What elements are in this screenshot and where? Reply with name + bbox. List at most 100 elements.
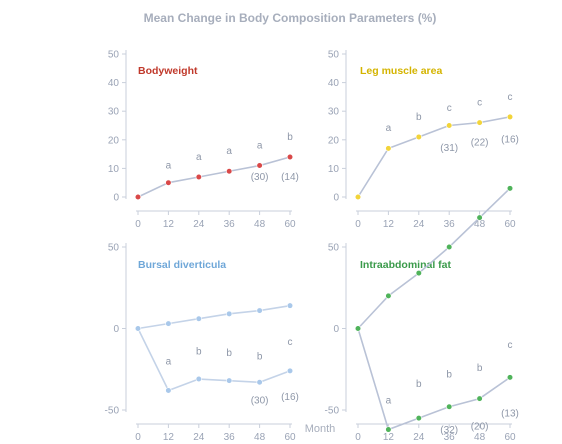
significance-letter: b bbox=[446, 369, 452, 380]
data-point bbox=[354, 193, 362, 201]
significance-letter: a bbox=[226, 146, 232, 157]
y-tick-label: 0 bbox=[113, 324, 119, 335]
x-tick-label: 48 bbox=[474, 219, 486, 230]
y-tick-label: 20 bbox=[328, 135, 340, 146]
significance-letter: a bbox=[386, 123, 392, 134]
x-tick-label: 36 bbox=[444, 219, 456, 230]
significance-letter: c bbox=[447, 103, 452, 114]
significance-letter: a bbox=[166, 160, 172, 171]
series-line bbox=[137, 328, 291, 392]
x-tick-label: 12 bbox=[163, 219, 175, 230]
y-tick-label: 30 bbox=[328, 107, 340, 118]
x-tick-label: 24 bbox=[413, 432, 425, 443]
panel-3: -50 0 50 0 12 24 36 48 60 Bursal diverticula a b b b c… bbox=[105, 243, 299, 444]
sample-size-label: (31) bbox=[440, 143, 458, 154]
x-tick-label: 24 bbox=[193, 432, 205, 443]
x-tick-label: 0 bbox=[135, 432, 141, 443]
data-point bbox=[476, 119, 483, 126]
y-tick-label: 10 bbox=[108, 164, 120, 175]
data-point bbox=[226, 310, 233, 317]
data-point bbox=[134, 193, 142, 201]
data-point bbox=[134, 325, 142, 332]
x-tick-label: 12 bbox=[163, 432, 175, 443]
y-tick-label: 30 bbox=[108, 107, 120, 118]
significance-letter: b bbox=[477, 363, 483, 374]
x-tick-label: 36 bbox=[444, 432, 456, 443]
significance-letter: a bbox=[257, 140, 263, 151]
data-point bbox=[195, 375, 202, 383]
y-tick-label: 20 bbox=[108, 135, 120, 146]
x-tick-label: 48 bbox=[474, 432, 486, 443]
data-point bbox=[415, 415, 422, 422]
sample-size-label: (30) bbox=[251, 172, 269, 183]
x-tick-label: 60 bbox=[504, 432, 516, 443]
significance-letter: a bbox=[196, 152, 202, 163]
data-point bbox=[226, 377, 233, 384]
data-point bbox=[256, 162, 263, 169]
x-tick-label: 24 bbox=[193, 219, 205, 230]
sample-size-label: (32) bbox=[440, 425, 458, 436]
y-tick-label: 50 bbox=[328, 243, 340, 254]
data-point bbox=[506, 113, 514, 121]
significance-letter: a bbox=[386, 395, 392, 406]
x-tick-label: 36 bbox=[224, 432, 236, 443]
significance-letter: b bbox=[287, 132, 293, 143]
panel-title: Bursal diverticula bbox=[138, 259, 226, 271]
significance-letter: c bbox=[508, 92, 513, 103]
data-point bbox=[476, 214, 483, 221]
significance-letter: b bbox=[416, 112, 422, 123]
x-tick-label: 12 bbox=[383, 219, 395, 230]
panel-2: 0 10 20 30 40 50 0 12 24 36 48 60 Leg muscle area a b c… bbox=[328, 50, 519, 231]
significance-letter: c bbox=[477, 97, 482, 108]
sample-size-label: (22) bbox=[471, 138, 489, 149]
data-point bbox=[286, 302, 294, 309]
data-point bbox=[165, 179, 172, 186]
significance-letter: b bbox=[226, 348, 232, 359]
panel-title: Intraabdominal fat bbox=[360, 259, 452, 271]
data-point bbox=[256, 307, 263, 314]
data-point bbox=[415, 133, 422, 141]
panel-title: Bodyweight bbox=[138, 65, 198, 77]
data-point bbox=[385, 426, 392, 433]
sample-size-label: (16) bbox=[281, 392, 299, 403]
data-point bbox=[446, 122, 453, 129]
data-point bbox=[506, 185, 514, 192]
data-point bbox=[385, 145, 392, 152]
sample-size-label: (16) bbox=[501, 135, 519, 146]
x-tick-label: 12 bbox=[383, 432, 395, 443]
data-point bbox=[286, 367, 294, 374]
x-tick-label: 0 bbox=[355, 219, 361, 230]
sample-size-label: (20) bbox=[471, 422, 489, 433]
x-tick-label: 0 bbox=[355, 432, 361, 443]
significance-letter: b bbox=[196, 347, 202, 358]
significance-letter: b bbox=[416, 379, 422, 390]
data-point bbox=[195, 173, 202, 181]
y-tick-label: 0 bbox=[333, 193, 339, 204]
sample-size-label: (30) bbox=[251, 395, 269, 406]
data-point bbox=[286, 153, 294, 161]
series-line bbox=[137, 156, 291, 198]
data-point bbox=[506, 374, 514, 381]
panel-1: 0 10 20 30 40 50 0 12 24 36 48 60 Bodyweight a a a a b (30… bbox=[108, 50, 299, 231]
y-tick-label: 40 bbox=[328, 78, 340, 89]
x-tick-label: 60 bbox=[284, 432, 296, 443]
x-tick-label: 60 bbox=[284, 219, 296, 230]
series-line bbox=[357, 187, 511, 330]
sample-size-label: (14) bbox=[281, 172, 299, 183]
y-tick-label: 40 bbox=[108, 78, 120, 89]
series-line bbox=[357, 328, 511, 431]
y-tick-label: 50 bbox=[108, 50, 120, 61]
series-line bbox=[357, 116, 511, 198]
panel-4: -50 0 50 0 12 24 36 48 60 Intraabdominal fat a b b b c… bbox=[325, 185, 519, 443]
y-tick-label: 50 bbox=[108, 243, 120, 254]
x-tick-label: 24 bbox=[413, 219, 425, 230]
data-point bbox=[415, 269, 422, 277]
significance-letter: c bbox=[508, 340, 513, 351]
sample-size-label: (13) bbox=[501, 409, 519, 420]
chart-title: Mean Change in Body Composition Paramete… bbox=[144, 11, 437, 25]
series-line bbox=[137, 304, 291, 330]
data-point bbox=[446, 243, 453, 251]
x-tick-label: 0 bbox=[135, 219, 141, 230]
